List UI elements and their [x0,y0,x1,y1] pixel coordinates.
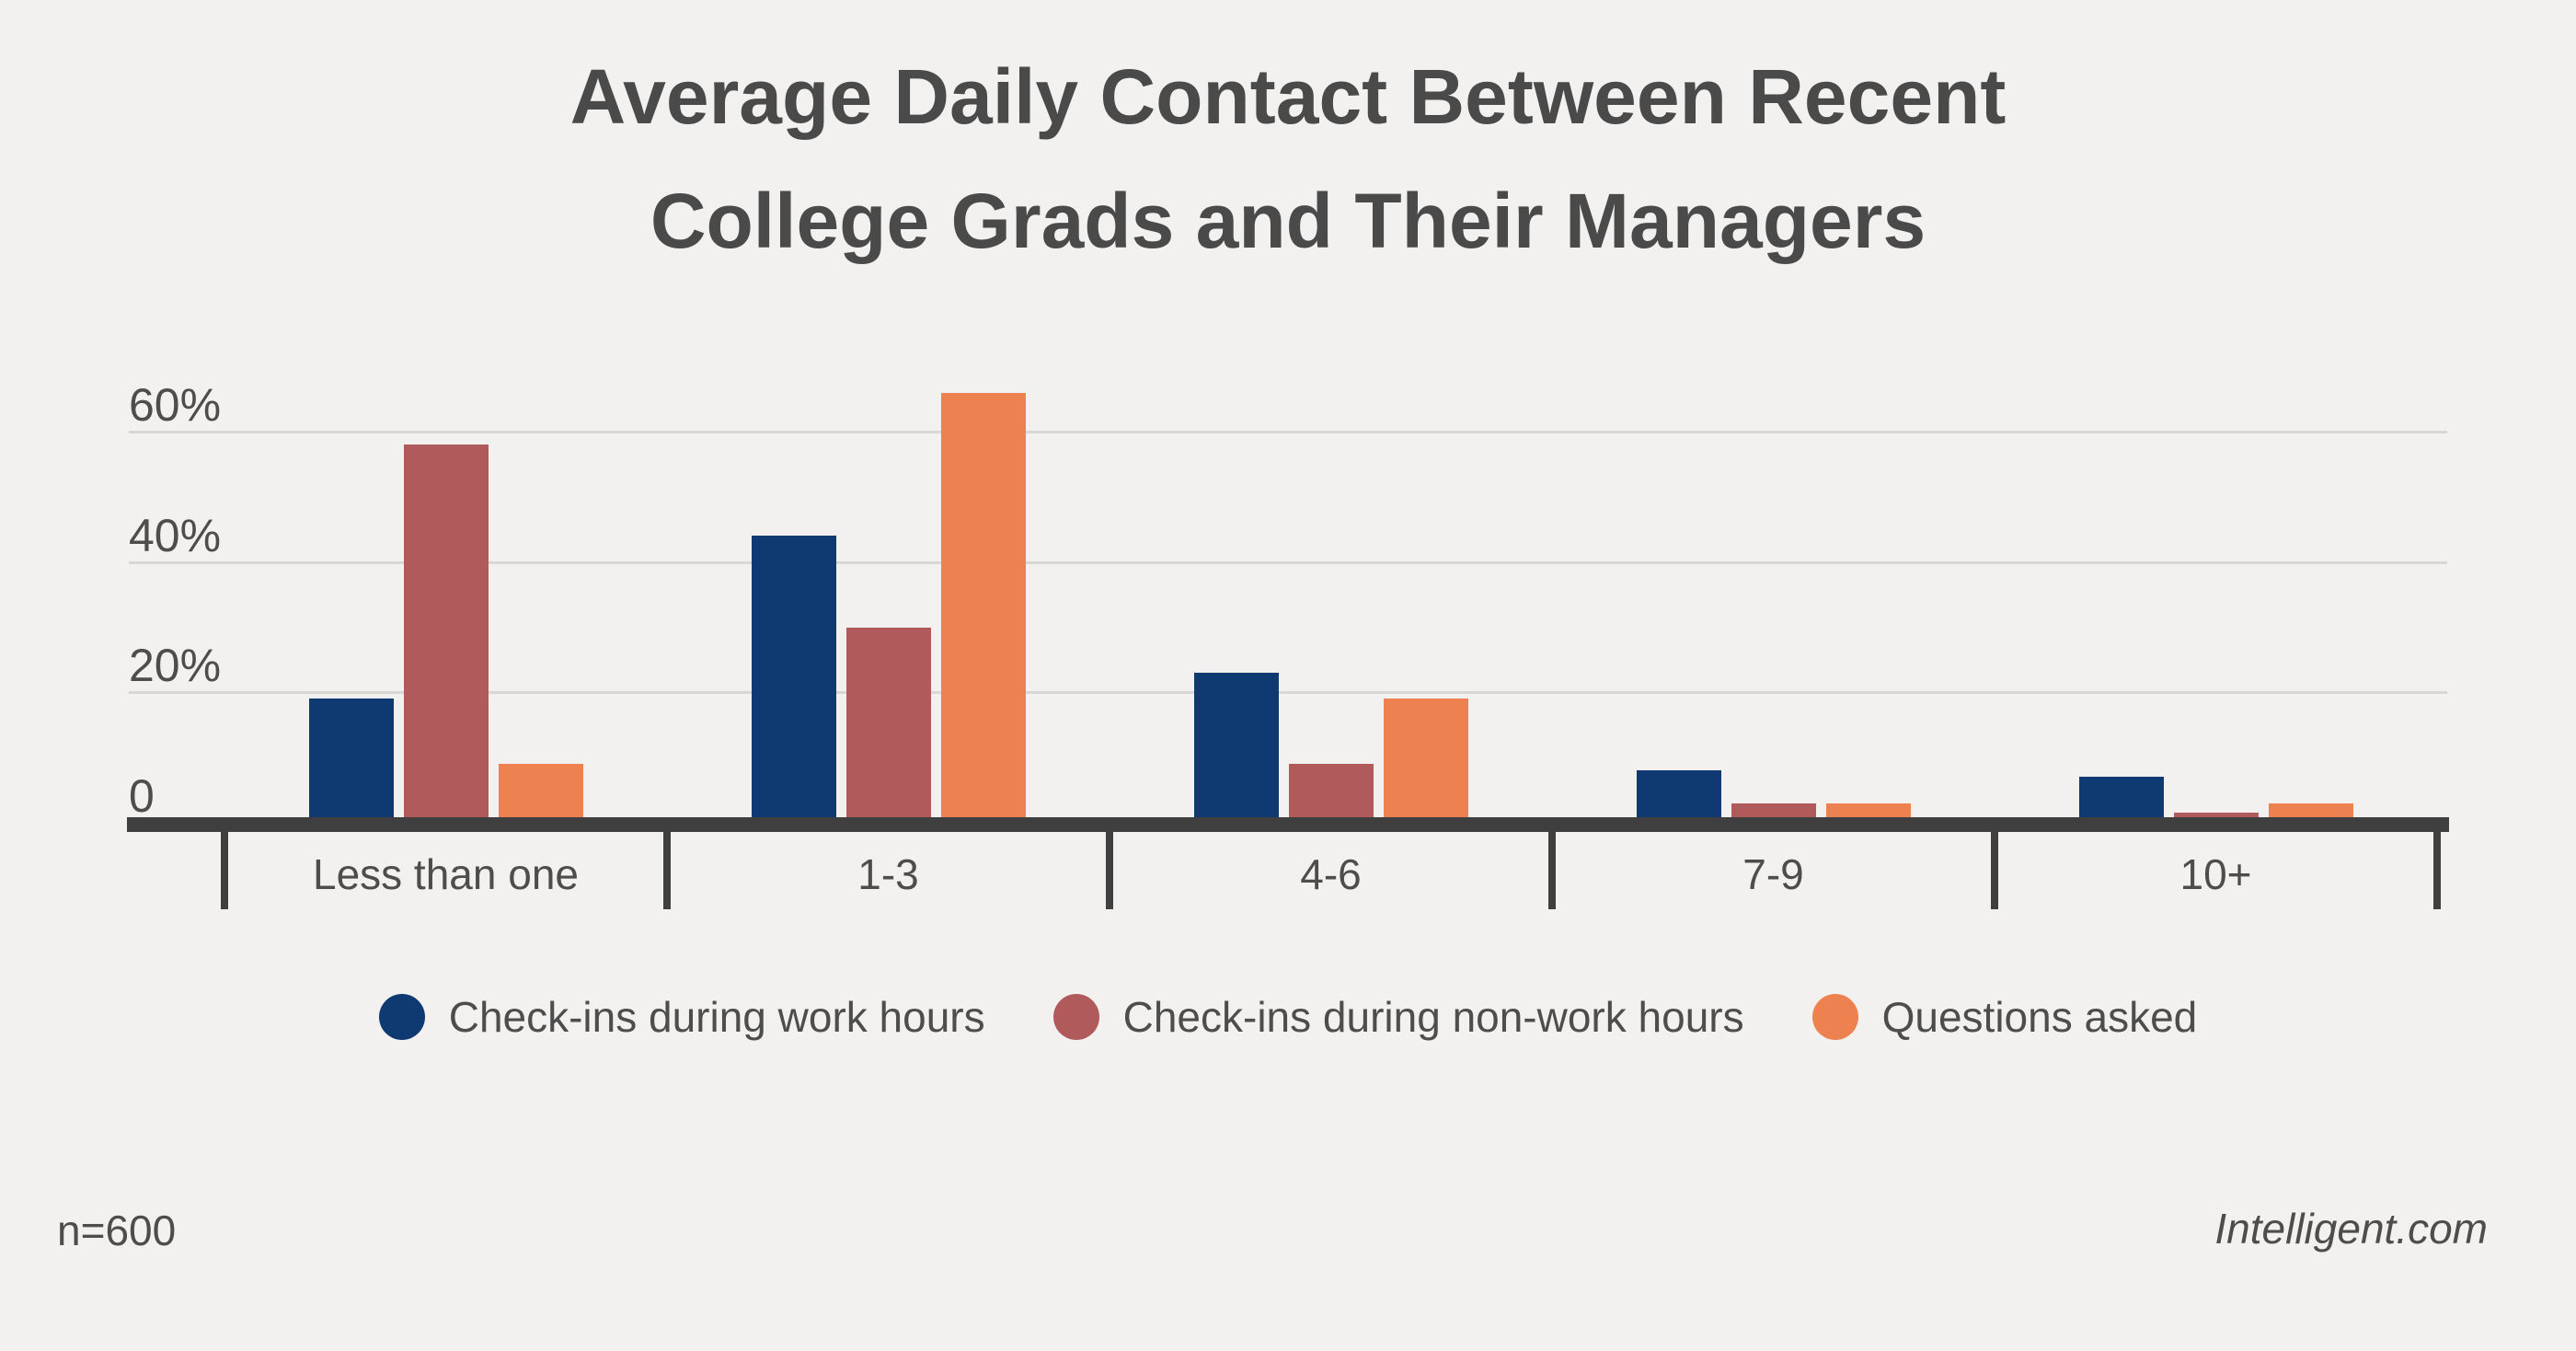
bar [752,536,836,823]
bar [499,764,583,823]
bar [941,393,1026,823]
x-axis-category-label: Less than one [312,850,579,898]
legend-item: Check-ins during work hours [378,992,985,1042]
bar [846,628,931,823]
legend-label: Check-ins during non-work hours [1122,993,1744,1041]
legend-color-dot [378,994,425,1040]
x-axis-tick [1106,830,1113,909]
y-axis-tick-label: 20% [129,640,222,692]
legend-item: Check-ins during non-work hours [1052,992,1744,1042]
bar [1194,673,1279,823]
legend-label: Questions asked [1881,993,2198,1041]
x-axis-tick [221,830,228,909]
legend-item: Questions asked [1811,992,2198,1042]
sample-size-label: n=600 [57,1207,177,1254]
x-axis-tick [1548,830,1556,909]
x-axis-category-label: 10+ [2179,850,2252,898]
y-axis-tick-label: 0 [129,770,155,822]
bar [1289,764,1374,823]
legend-color-dot [1052,994,1099,1040]
gridline [129,691,2447,695]
x-axis-tick [1991,830,1998,909]
chart-title-line-1: Average Daily Contact Between Recent [569,53,2007,140]
gridline [129,431,2447,434]
x-axis-tick [2433,830,2441,909]
bar [309,699,394,823]
x-axis-category-label: 4-6 [1300,850,1362,898]
y-axis-tick-label: 60% [129,379,222,432]
bar [2079,777,2164,823]
x-axis-tick [663,830,671,909]
bar [1384,699,1468,823]
x-axis-line [127,817,2449,832]
source-label: Intelligent.com [2214,1205,2488,1253]
bar [404,445,489,823]
x-axis-category-label: 7-9 [1742,850,1804,898]
legend-label: Check-ins during work hours [448,993,985,1041]
y-axis-tick-label: 40% [129,509,222,561]
legend-color-dot [1811,994,1858,1040]
x-axis-category-label: 1-3 [857,850,919,898]
gridline [129,560,2447,564]
chart-title-line-2: College Grads and Their Managers [650,178,1926,264]
bar [1637,770,1721,823]
chart-legend: Check-ins during work hours Check-ins dur… [0,992,2576,1042]
chart-title: Average Daily Contact Between Recent Col… [0,35,2576,283]
